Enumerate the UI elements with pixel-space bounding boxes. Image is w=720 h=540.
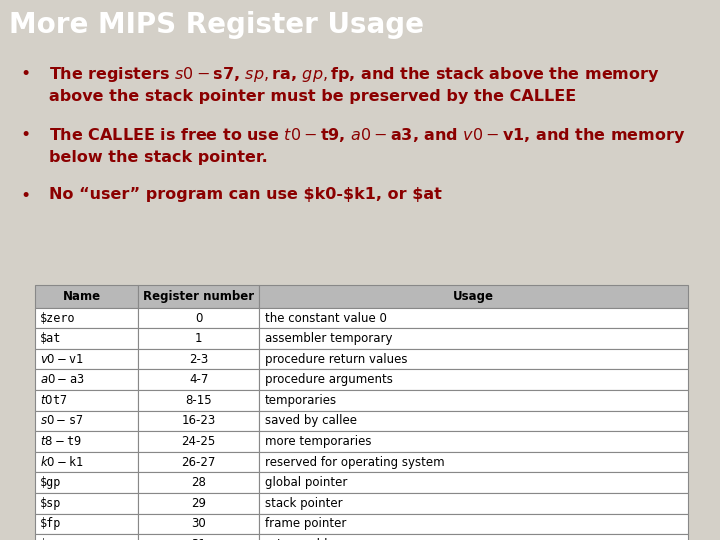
Text: $a0-$a3: $a0-$a3 bbox=[40, 373, 84, 386]
Bar bbox=[35, 390, 138, 410]
Text: more temporaries: more temporaries bbox=[265, 435, 372, 448]
Text: 29: 29 bbox=[192, 497, 206, 510]
Text: frame pointer: frame pointer bbox=[265, 517, 346, 530]
Text: assembler temporary: assembler temporary bbox=[265, 332, 392, 345]
Bar bbox=[259, 514, 688, 534]
Bar bbox=[35, 369, 138, 390]
Text: 30: 30 bbox=[192, 517, 206, 530]
Text: The CALLEE is free to use $t0-$t9, $a0-$a3, and $v0-$v1, and the memory
below th: The CALLEE is free to use $t0-$t9, $a0-$… bbox=[49, 126, 685, 165]
Bar bbox=[259, 534, 688, 540]
Bar bbox=[35, 410, 138, 431]
Text: 26-27: 26-27 bbox=[181, 456, 216, 469]
Text: $t8-$t9: $t8-$t9 bbox=[40, 435, 81, 448]
Bar bbox=[138, 328, 259, 349]
Bar bbox=[259, 328, 688, 349]
Text: temporaries: temporaries bbox=[265, 394, 337, 407]
Text: Usage: Usage bbox=[453, 290, 494, 303]
Text: $at: $at bbox=[40, 332, 61, 345]
Text: 8-15: 8-15 bbox=[185, 394, 212, 407]
Bar bbox=[259, 493, 688, 514]
Text: 16-23: 16-23 bbox=[181, 414, 216, 428]
Text: More MIPS Register Usage: More MIPS Register Usage bbox=[9, 11, 423, 39]
Bar bbox=[35, 534, 138, 540]
Bar bbox=[35, 452, 138, 472]
Bar bbox=[259, 390, 688, 410]
Bar bbox=[259, 431, 688, 452]
Text: stack pointer: stack pointer bbox=[265, 497, 343, 510]
Text: $t0 $t7: $t0 $t7 bbox=[40, 394, 67, 407]
Bar bbox=[35, 349, 138, 369]
Text: •: • bbox=[20, 126, 30, 144]
Bar bbox=[35, 514, 138, 534]
Text: saved by callee: saved by callee bbox=[265, 414, 357, 428]
Text: •: • bbox=[20, 65, 30, 83]
Bar bbox=[259, 452, 688, 472]
Bar bbox=[138, 349, 259, 369]
Text: $ra: $ra bbox=[40, 538, 61, 540]
Text: procedure return values: procedure return values bbox=[265, 353, 408, 366]
Text: reserved for operating system: reserved for operating system bbox=[265, 456, 444, 469]
Bar bbox=[138, 534, 259, 540]
Bar bbox=[259, 285, 688, 308]
Bar bbox=[138, 285, 259, 308]
Bar bbox=[35, 472, 138, 493]
Bar bbox=[35, 328, 138, 349]
Text: 24-25: 24-25 bbox=[181, 435, 216, 448]
Bar bbox=[259, 472, 688, 493]
Text: $gp: $gp bbox=[40, 476, 61, 489]
Text: $k0-$k1: $k0-$k1 bbox=[40, 455, 84, 469]
Bar bbox=[259, 410, 688, 431]
Text: $zero: $zero bbox=[40, 312, 75, 325]
Text: No “user” program can use $k0-$k1, or $at: No “user” program can use $k0-$k1, or $a… bbox=[49, 187, 442, 202]
Bar bbox=[138, 452, 259, 472]
Bar bbox=[138, 514, 259, 534]
Text: •: • bbox=[20, 187, 30, 205]
Text: the constant value 0: the constant value 0 bbox=[265, 312, 387, 325]
Bar bbox=[35, 493, 138, 514]
Text: $s0-$s7: $s0-$s7 bbox=[40, 414, 83, 428]
Bar bbox=[138, 431, 259, 452]
Text: $fp: $fp bbox=[40, 517, 61, 530]
Text: return address: return address bbox=[265, 538, 351, 540]
Text: Name: Name bbox=[63, 290, 101, 303]
Text: 2-3: 2-3 bbox=[189, 353, 208, 366]
Bar bbox=[259, 349, 688, 369]
Bar bbox=[138, 390, 259, 410]
Text: 4-7: 4-7 bbox=[189, 373, 208, 386]
Text: The registers $s0-$s7, $sp, $ra, $gp, $fp, and the stack above the memory
above : The registers $s0-$s7, $sp, $ra, $gp, $f… bbox=[49, 65, 660, 104]
Text: $v0-$v1: $v0-$v1 bbox=[40, 353, 84, 366]
Text: procedure arguments: procedure arguments bbox=[265, 373, 392, 386]
Text: 1: 1 bbox=[195, 332, 202, 345]
Bar bbox=[259, 308, 688, 328]
Bar bbox=[138, 308, 259, 328]
Bar bbox=[138, 410, 259, 431]
Bar bbox=[138, 369, 259, 390]
Bar bbox=[35, 431, 138, 452]
Bar bbox=[259, 369, 688, 390]
Bar bbox=[138, 493, 259, 514]
Text: 0: 0 bbox=[195, 312, 202, 325]
Text: Register number: Register number bbox=[143, 290, 254, 303]
Text: $sp: $sp bbox=[40, 497, 61, 510]
Text: 31: 31 bbox=[192, 538, 206, 540]
Text: 28: 28 bbox=[192, 476, 206, 489]
Bar bbox=[138, 472, 259, 493]
Bar bbox=[35, 308, 138, 328]
Bar bbox=[35, 285, 138, 308]
Text: global pointer: global pointer bbox=[265, 476, 347, 489]
